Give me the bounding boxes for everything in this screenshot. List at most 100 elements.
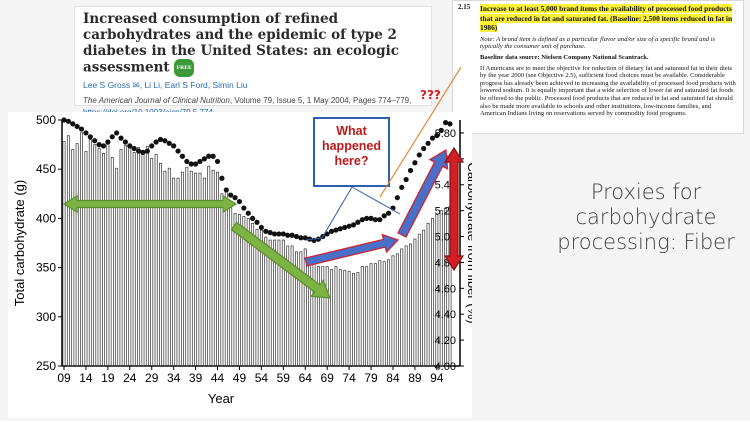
chart-bar xyxy=(159,162,162,367)
chart-bar xyxy=(281,239,285,367)
chart-bar xyxy=(106,141,110,367)
chart-dot xyxy=(210,153,216,159)
chart-bar xyxy=(369,263,373,367)
journal-name: The American Journal of Clinical Nutriti… xyxy=(83,96,230,105)
chart-bar xyxy=(321,266,325,367)
chart-bar xyxy=(154,154,158,367)
right-axis-label: Carbohydrate from fiber (%) xyxy=(465,162,472,323)
chart-bar xyxy=(413,238,417,367)
chart-bar xyxy=(365,266,369,367)
chart-dot xyxy=(390,205,396,211)
chart-bar xyxy=(417,233,421,367)
chart-bar xyxy=(373,263,377,367)
chart-bar xyxy=(216,171,219,367)
chart-dot xyxy=(122,139,129,145)
chart-dot xyxy=(350,222,357,228)
chart-dot xyxy=(197,158,203,165)
chart-dot xyxy=(346,223,352,229)
chart-bar xyxy=(119,149,123,367)
objective-note: Note: A brand item is defined as a parti… xyxy=(480,35,716,51)
chart-dot xyxy=(118,135,124,141)
chart-dot xyxy=(127,143,133,149)
x-tick-label: 54 xyxy=(255,371,269,385)
chart-bar xyxy=(132,152,136,367)
chart-dot xyxy=(245,210,251,216)
journal-details: , Volume 79, Issue 5, 1 May 2004, Pages … xyxy=(229,96,412,105)
chart-bar xyxy=(286,245,290,367)
objective-highlight: Increase to at least 5,000 brand items t… xyxy=(480,4,733,33)
objective-baseline-source: Baseline data source: Nielsen Company Na… xyxy=(480,53,649,61)
chart-dot xyxy=(324,231,330,237)
chart-dot xyxy=(74,123,80,130)
chart-bar xyxy=(189,170,193,367)
chart-dot xyxy=(293,233,300,240)
chart-bar xyxy=(290,245,294,367)
chart-bar xyxy=(268,239,272,367)
chart-bar xyxy=(409,243,412,367)
chart-dot xyxy=(219,175,225,181)
x-tick-label: 94 xyxy=(430,371,444,385)
reference-authors[interactable]: Lee S Gross ✉, Li Li, Earl S Ford, Simin… xyxy=(83,80,248,90)
x-tick-label: 49 xyxy=(233,371,247,385)
chart-dot xyxy=(258,224,264,231)
chart-bar xyxy=(97,148,101,367)
chart-bar xyxy=(303,248,307,367)
chart-panel: 250 300 350 400 450 500 4.00 4.20 4.40 4.60 4.80 5.… xyxy=(8,112,480,418)
chart-dot xyxy=(320,233,326,240)
chart-bar xyxy=(180,171,184,367)
x-tick-label: 14 xyxy=(79,371,93,385)
chart-dot xyxy=(188,161,194,167)
x-tick-label: 64 xyxy=(299,371,313,385)
chart-dot xyxy=(100,143,107,149)
chart-dot xyxy=(109,134,115,140)
chart-dot xyxy=(399,184,405,190)
chart-bar xyxy=(400,248,404,367)
chart-bar xyxy=(66,135,70,367)
chart-bar xyxy=(220,193,224,367)
chart-bar xyxy=(343,270,347,367)
chart-dot xyxy=(144,148,150,154)
chart-bar xyxy=(194,172,198,367)
chart-dot xyxy=(412,160,418,166)
chart-bar xyxy=(255,228,259,367)
chart-bar xyxy=(172,177,176,367)
x-tick-label: 84 xyxy=(386,371,400,385)
chart-dot xyxy=(372,217,379,223)
chart-bar xyxy=(150,158,154,367)
chart-bar xyxy=(71,149,75,367)
x-tick-label: 29 xyxy=(145,371,159,385)
objective-number: 2.15 xyxy=(458,3,471,11)
chart-bar xyxy=(299,251,303,367)
chart-dot xyxy=(223,187,229,193)
reference-card: Increased consumption of refined carbohy… xyxy=(74,6,432,117)
objective-body: If Americans are to meet the objective f… xyxy=(480,64,736,118)
x-tick-label: 79 xyxy=(364,371,378,385)
chart-bar xyxy=(141,151,145,367)
chart-dot xyxy=(385,210,392,216)
chart-bar xyxy=(316,266,320,367)
chart-bar xyxy=(273,239,276,367)
chart-bar xyxy=(426,222,430,367)
chart-bar xyxy=(352,273,355,367)
chart-dot xyxy=(403,176,409,183)
left-tick-label: 450 xyxy=(36,162,56,176)
chart-bar xyxy=(185,166,189,367)
chart-dot xyxy=(267,230,273,236)
chart-dot xyxy=(192,161,199,167)
slide-side-text: Proxies for carbohydrate processing: Fib… xyxy=(557,180,735,254)
chart-dot xyxy=(140,149,146,155)
x-tick-label: 34 xyxy=(167,371,181,385)
chart-dot xyxy=(228,192,234,198)
chart-dot xyxy=(342,224,348,231)
chart-bar xyxy=(233,213,237,367)
chart-dot xyxy=(92,138,98,144)
chart-bar xyxy=(338,269,342,367)
chart-dot xyxy=(407,167,414,174)
right-tick-label: 4.80 xyxy=(435,257,456,269)
chart-dot xyxy=(364,215,370,221)
x-tick-label: 89 xyxy=(408,371,422,385)
chart-dot xyxy=(214,158,221,165)
chart-dot xyxy=(96,142,102,148)
chart-dot xyxy=(377,217,383,223)
chart-bar xyxy=(75,143,79,367)
